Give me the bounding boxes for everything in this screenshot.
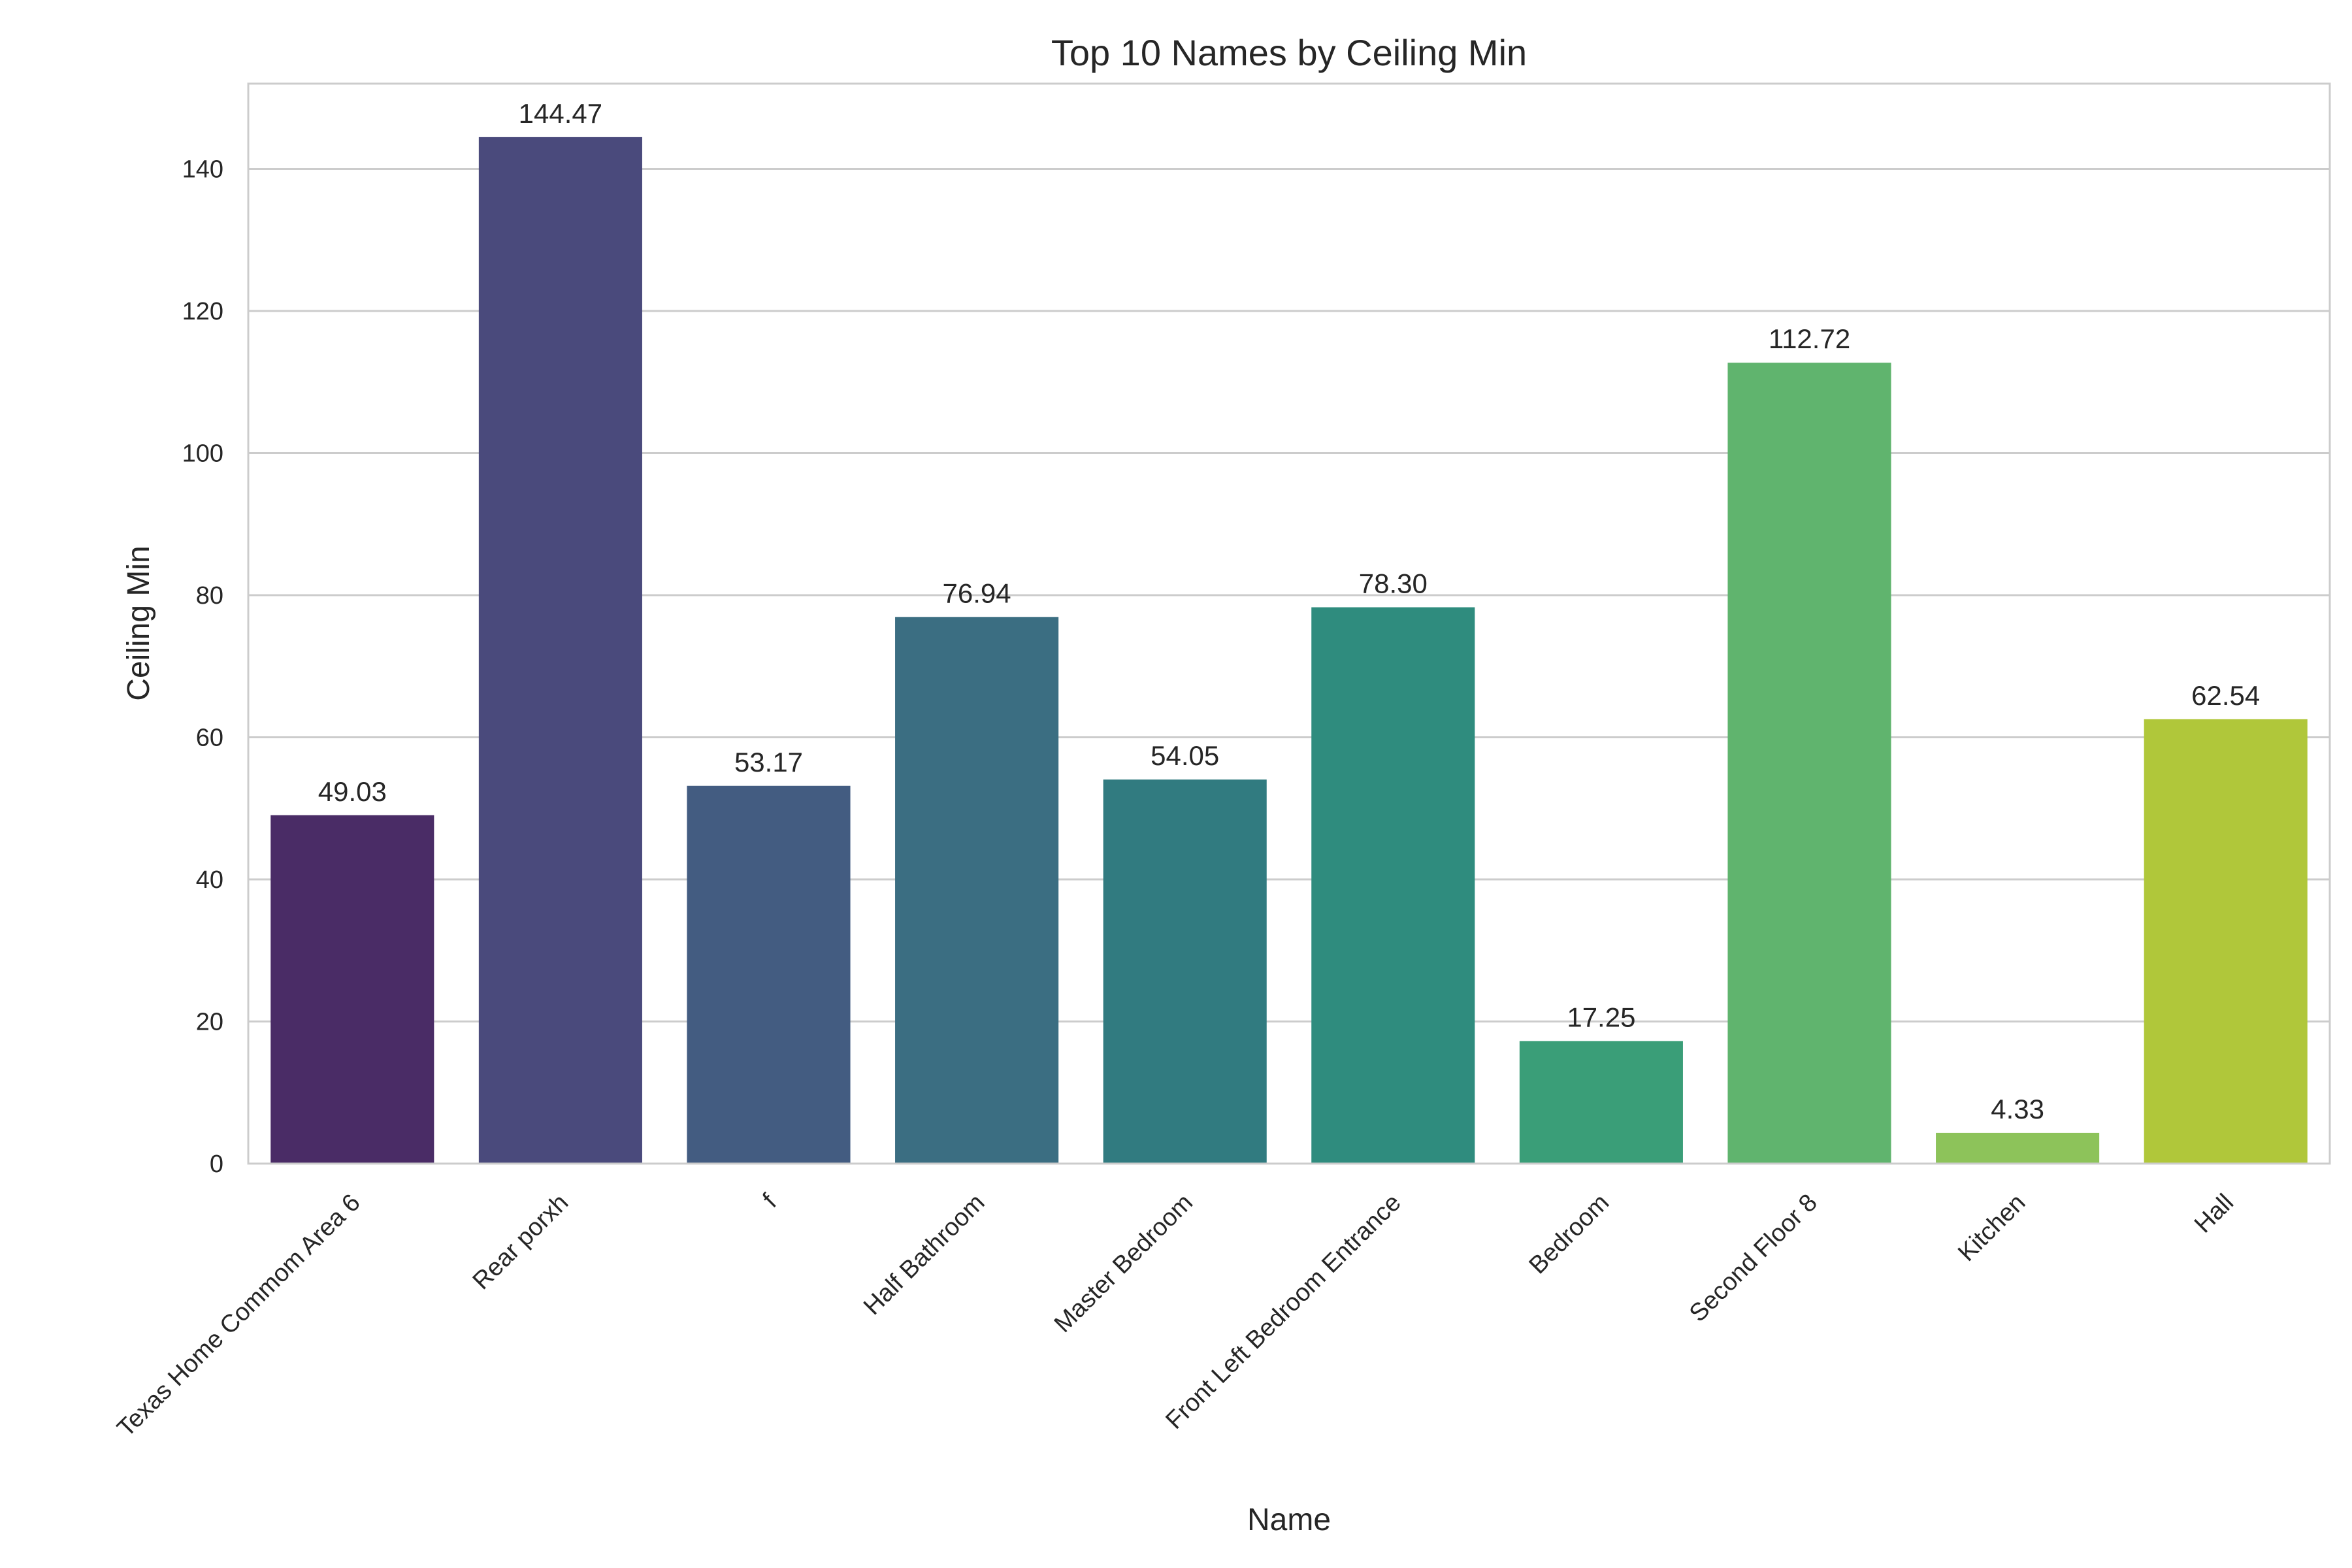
bar <box>1103 779 1267 1164</box>
x-tick-label: Half Bathroom <box>858 1189 990 1320</box>
x-tick-label: Bedroom <box>1524 1189 1615 1280</box>
x-tick-label: Front Left Bedroom Entrance <box>1160 1189 1406 1435</box>
y-tick-label: 80 <box>196 582 223 610</box>
chart-title: Top 10 Names by Ceiling Min <box>1051 32 1527 73</box>
x-tick-label: Kitchen <box>1953 1189 2031 1267</box>
bar <box>687 785 851 1164</box>
bar-value-label: 144.47 <box>519 98 602 129</box>
bar-value-label: 53.17 <box>734 747 803 777</box>
x-tick-labels: Texas Home Commom Area 6 Rear porxh f Half … <box>112 1188 2239 1442</box>
bar-value-label: 62.54 <box>2191 680 2260 711</box>
bar <box>1727 363 1891 1164</box>
x-tick-label: f <box>758 1188 782 1213</box>
bar-value-label: 49.03 <box>318 776 387 807</box>
bar-value-label: 54.05 <box>1151 740 1219 771</box>
x-axis-label: Name <box>1247 1503 1331 1537</box>
y-tick-label: 120 <box>182 298 223 325</box>
y-tick-label: 100 <box>182 440 223 468</box>
bar <box>478 137 642 1164</box>
bar <box>895 617 1059 1164</box>
bar <box>1311 607 1475 1164</box>
y-tick-labels: 0 20 40 60 80 100 120 140 <box>182 156 223 1179</box>
bar <box>1936 1132 2100 1164</box>
plot-frame <box>247 82 2331 1165</box>
x-tick-label: Master Bedroom <box>1049 1189 1198 1338</box>
y-axis-label: Ceiling Min <box>122 546 156 700</box>
bar <box>2144 719 2308 1164</box>
bar-value-label: 78.30 <box>1359 568 1428 598</box>
y-tick-label: 140 <box>182 156 223 184</box>
x-tick-label: Rear porxh <box>468 1189 574 1296</box>
bar <box>1519 1041 1683 1164</box>
bar-value-label: 17.25 <box>1567 1002 1635 1032</box>
y-tick-label: 40 <box>196 866 223 894</box>
y-tick-label: 0 <box>210 1151 223 1178</box>
y-tick-label: 60 <box>196 725 223 752</box>
bars-layer <box>270 137 2308 1164</box>
x-tick-label: Texas Home Commom Area 6 <box>112 1189 366 1443</box>
bar-value-label: 4.33 <box>1991 1094 2044 1124</box>
bar <box>270 815 434 1164</box>
x-tick-label: Second Floor 8 <box>1684 1189 1823 1328</box>
data-labels: 49.03 144.47 53.17 76.94 54.05 78.30 17.25 112.… <box>318 98 2261 1124</box>
x-tick-label: Hall <box>2189 1189 2239 1239</box>
y-tick-label: 20 <box>196 1009 223 1036</box>
bar-value-label: 112.72 <box>1769 323 1850 354</box>
bar-value-label: 76.94 <box>943 578 1011 608</box>
